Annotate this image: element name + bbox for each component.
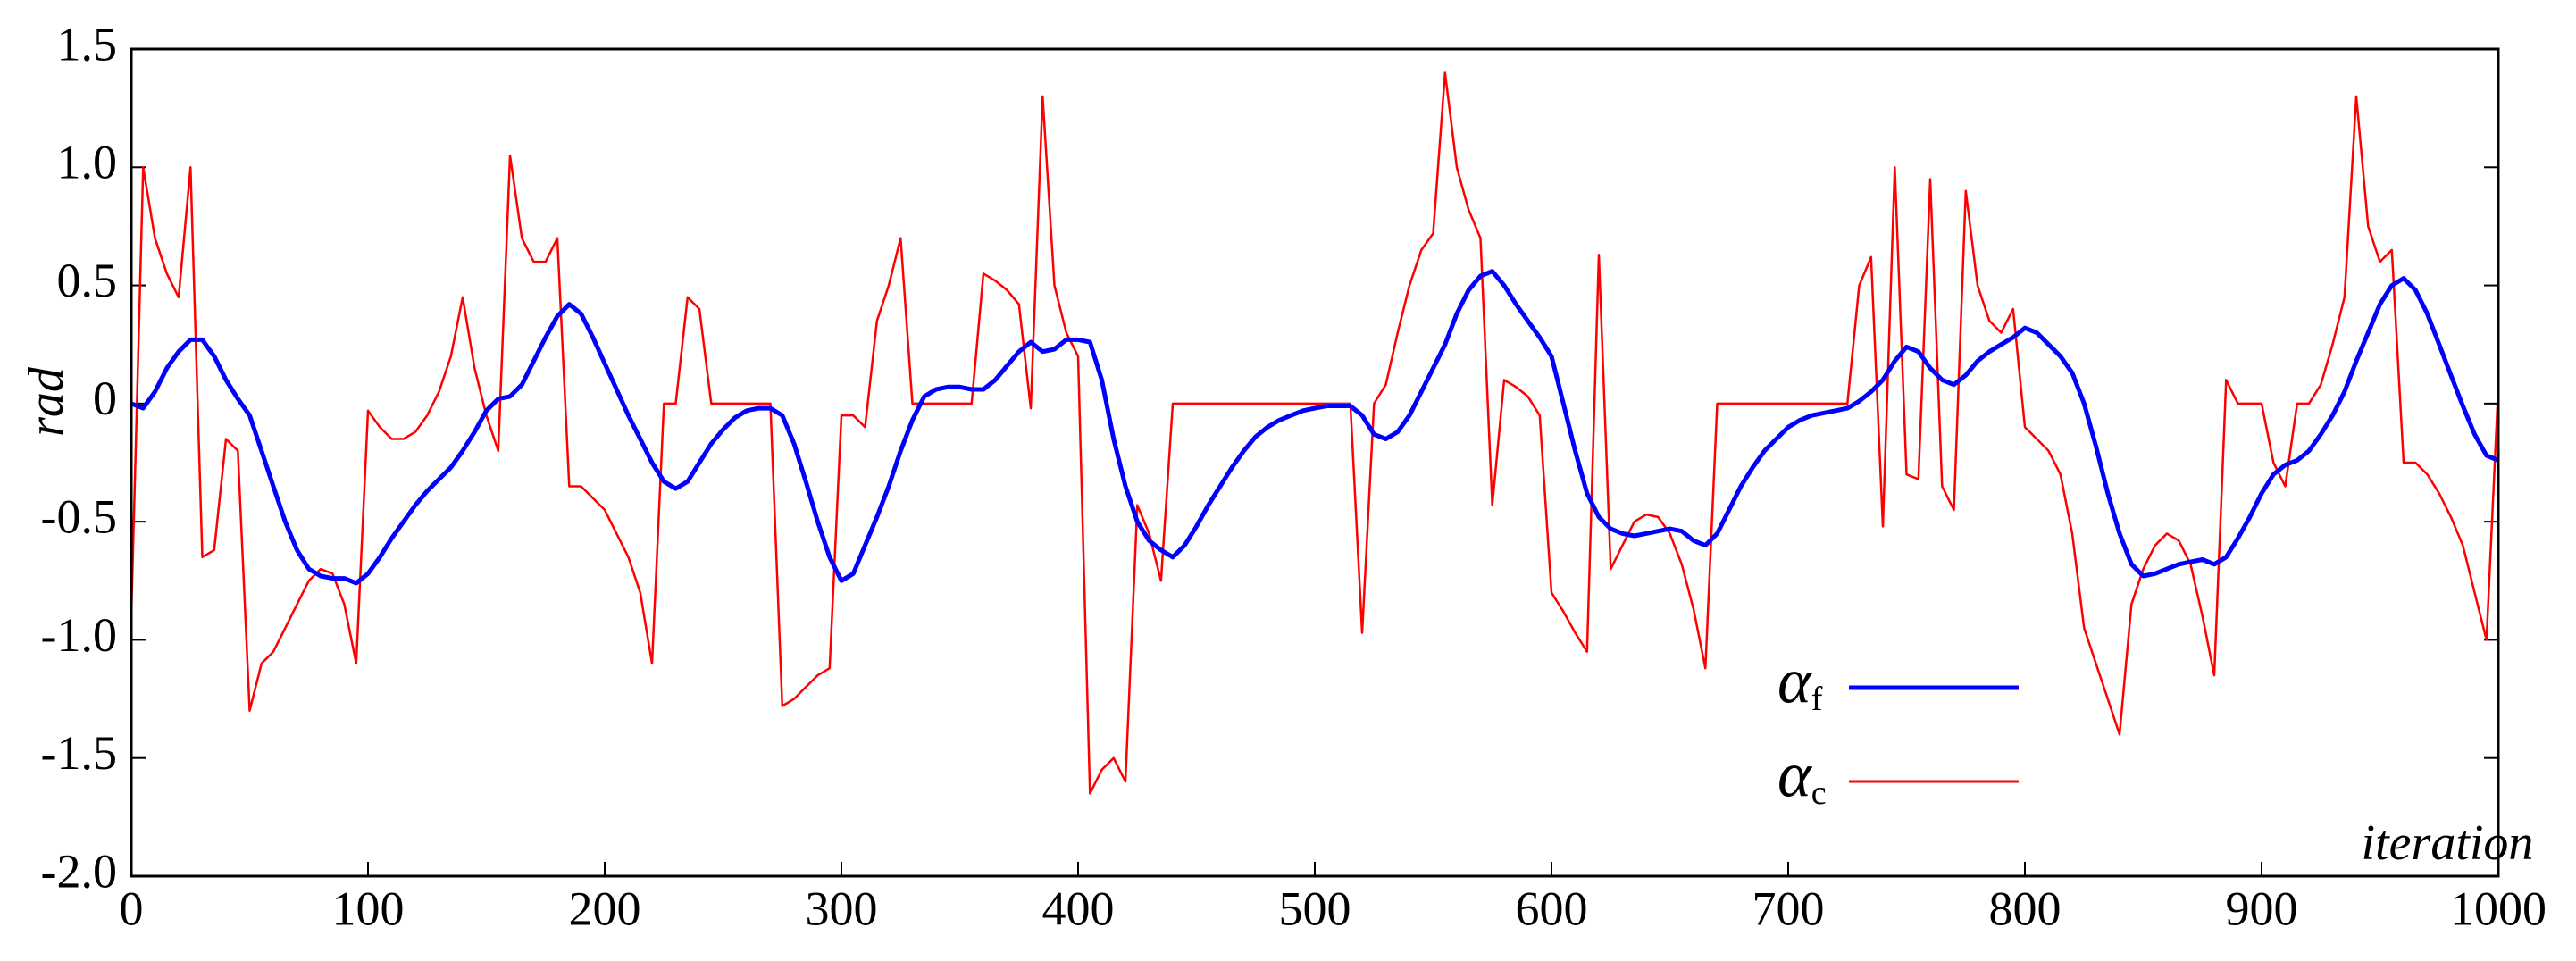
y-tick-label: 1.0 bbox=[57, 136, 118, 189]
x-tick-label: 1000 bbox=[2450, 882, 2547, 935]
x-tick-label: 200 bbox=[569, 882, 641, 935]
x-axis-label: iteration bbox=[2362, 815, 2534, 871]
x-tick-label: 400 bbox=[1042, 882, 1115, 935]
x-tick-label: 700 bbox=[1752, 882, 1825, 935]
x-tick-label: 500 bbox=[1279, 882, 1351, 935]
y-axis-label: rad bbox=[19, 366, 74, 437]
series-line bbox=[130, 269, 2499, 586]
y-tick-label: -1.0 bbox=[41, 608, 117, 662]
plot-frame bbox=[130, 47, 2500, 878]
legend-label: αc bbox=[1777, 740, 1827, 812]
y-tick-label: -0.5 bbox=[41, 490, 117, 544]
x-tick-label: 0 bbox=[120, 882, 144, 935]
x-tick-label: 100 bbox=[332, 882, 405, 935]
y-tick-label: 0 bbox=[93, 372, 117, 425]
x-tick-label: 300 bbox=[806, 882, 878, 935]
y-tick-label: 1.5 bbox=[57, 17, 118, 71]
series-line bbox=[130, 71, 2500, 795]
y-tick-label: -2.0 bbox=[41, 844, 117, 898]
x-tick-label: 600 bbox=[1516, 882, 1588, 935]
x-tick-label: 800 bbox=[1989, 882, 2062, 935]
x-tick-label: 900 bbox=[2226, 882, 2298, 935]
legend-label: αf bbox=[1777, 646, 1823, 718]
y-tick-label: -1.5 bbox=[41, 726, 117, 780]
y-tick-label: 0.5 bbox=[57, 254, 118, 307]
